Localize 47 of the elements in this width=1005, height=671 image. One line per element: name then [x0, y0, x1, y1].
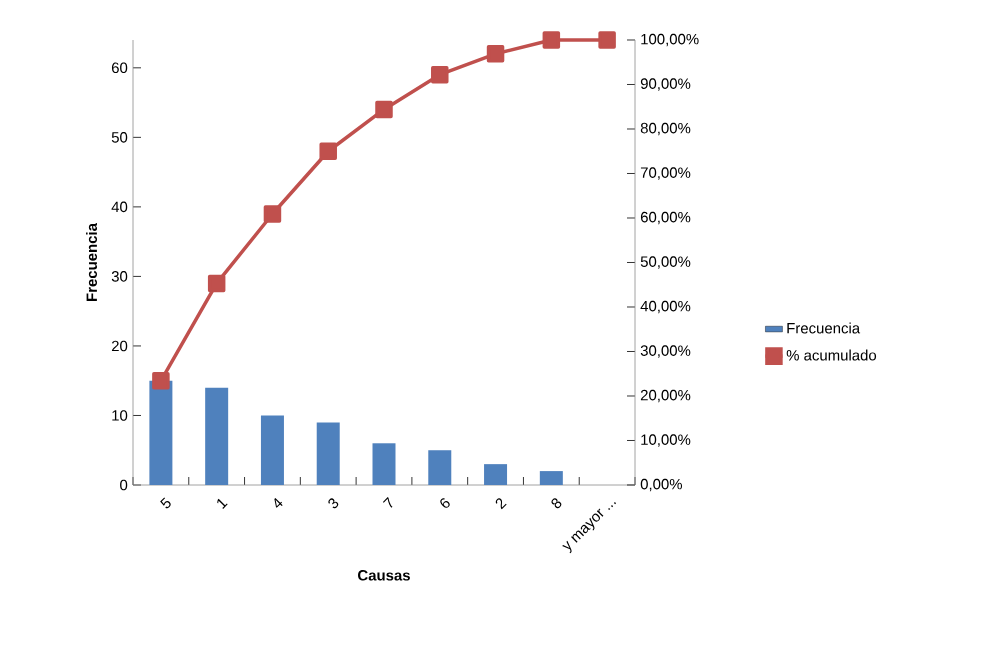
legend-label: % acumulado: [786, 349, 877, 361]
bar: [484, 464, 508, 485]
bar: [372, 443, 396, 485]
x-tick-label: 4: [274, 497, 283, 508]
x-tick-label: 8: [551, 498, 562, 509]
point: [375, 100, 393, 119]
y2-tick-label: 70,00%: [640, 167, 691, 180]
point: [431, 65, 449, 84]
bar: [316, 422, 340, 485]
y2-tick-label: 100,00%: [641, 33, 699, 47]
x-tick-label: 3: [328, 498, 339, 509]
point: [207, 274, 226, 293]
y-tick-label: 10: [112, 410, 128, 421]
bar: [260, 415, 284, 485]
legend-label: Frecuencia: [787, 322, 861, 334]
y2-tick-label: 50,00%: [640, 256, 691, 269]
point: [152, 372, 170, 390]
x-tick-label: 7: [382, 497, 393, 508]
y2-tick-label: 60,00%: [640, 211, 691, 225]
y-tick-label: 20: [111, 340, 128, 352]
bar: [539, 471, 563, 485]
point: [486, 45, 505, 63]
y-tick-label: 60: [111, 62, 128, 74]
y-tick-label: 40: [111, 201, 128, 213]
y2-tick-label: 40,00%: [640, 300, 691, 314]
y-axis-title: Frecuencia: [86, 222, 98, 301]
y2-tick-label: 20,00%: [640, 389, 691, 403]
y2-tick-label: 90,00%: [640, 78, 691, 91]
x-tick-label: 1: [217, 498, 228, 509]
point: [598, 31, 616, 49]
bar: [428, 450, 452, 485]
point: [263, 205, 282, 223]
y-tick-label: 30: [111, 271, 128, 282]
x-axis-title: Causas: [358, 569, 410, 581]
y2-tick-label: 30,00%: [640, 345, 691, 358]
x-tick-label: 2: [495, 498, 507, 510]
bar: [205, 387, 229, 485]
y-tick-label: 0: [120, 479, 128, 491]
y-tick-label: 50: [111, 132, 128, 143]
x-tick-label: 6: [440, 498, 450, 508]
point: [542, 31, 561, 49]
y2-tick-label: 80,00%: [640, 122, 691, 136]
bar: [149, 380, 173, 485]
y2-tick-label: 10,00%: [641, 434, 691, 447]
point: [319, 142, 337, 160]
y2-tick-label: 0,00%: [640, 478, 683, 492]
x-tick-label: 5: [160, 497, 171, 509]
